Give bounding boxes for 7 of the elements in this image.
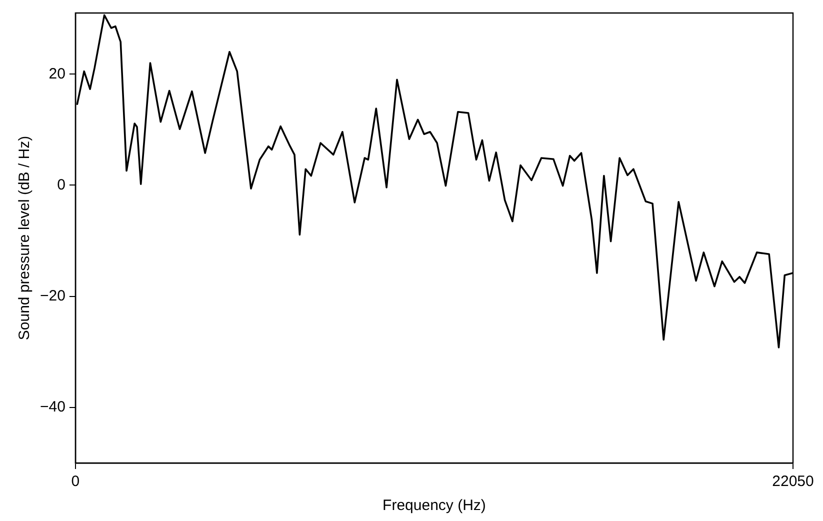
y-tick-label: 0 xyxy=(57,176,66,194)
y-tick-label: 20 xyxy=(48,65,66,82)
y-axis-title: Sound pressure level (dB / Hz) xyxy=(16,136,34,340)
x-tick-label: 22050 xyxy=(772,473,814,490)
x-axis-title: Frequency (Hz) xyxy=(382,497,486,514)
y-tick-label: −40 xyxy=(40,398,66,416)
y-tick-label: −20 xyxy=(40,287,66,304)
